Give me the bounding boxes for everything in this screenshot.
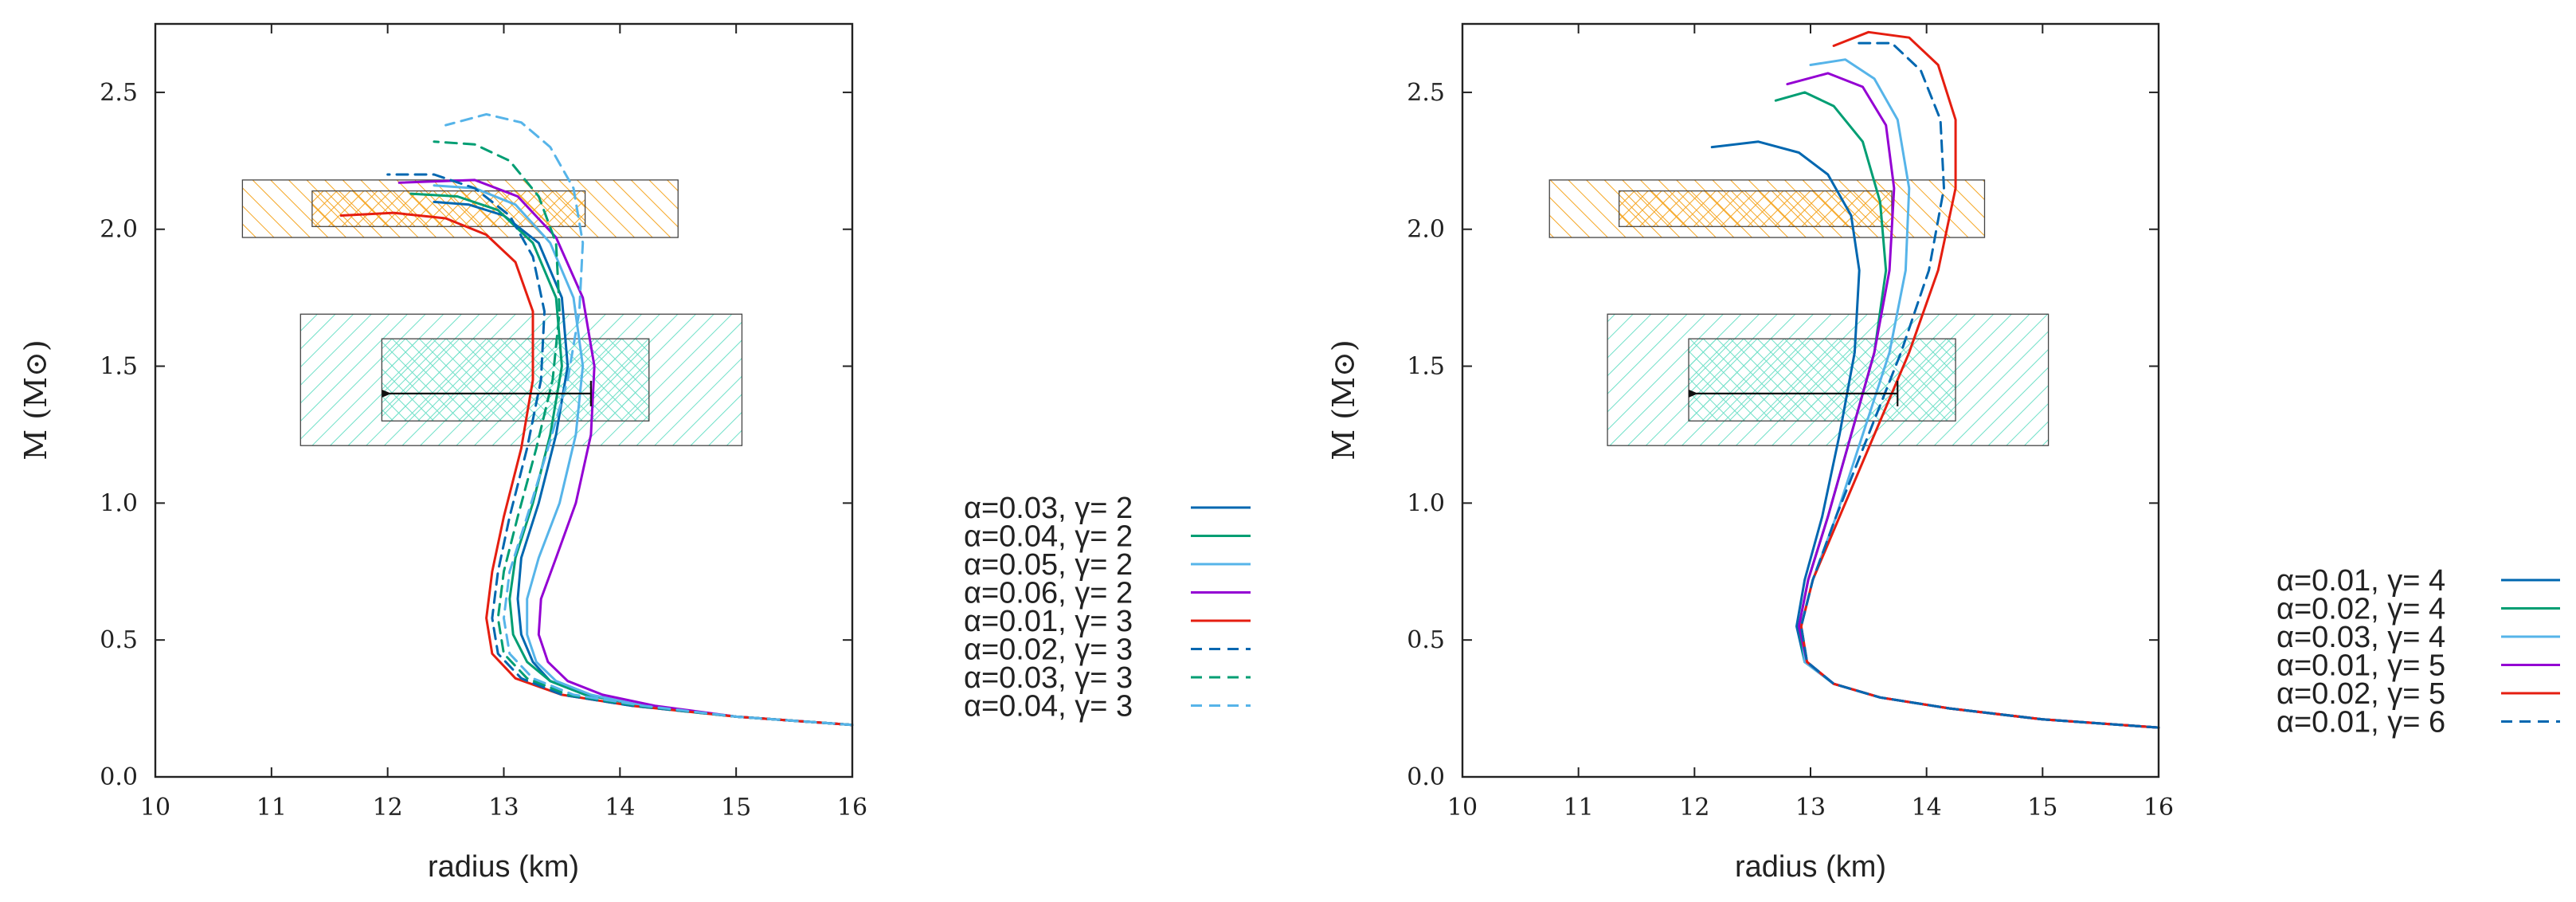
right-legend-label-6: α=0.01, γ= 6: [2277, 706, 2445, 739]
right-arrow: [1689, 380, 1899, 406]
right-x-tick-label: 15: [2027, 794, 2057, 822]
right-regions: [1548, 179, 2049, 446]
right-legend: α=0.01, γ= 4α=0.02, γ= 4α=0.03, γ= 4α=0.…: [2277, 564, 2560, 739]
right-y-tick-label: 0.0: [1407, 763, 1445, 791]
left-legend-label-5: α=0.01, γ= 3: [964, 605, 1133, 638]
left-y-tick-label: 2.0: [100, 216, 138, 244]
left-legend-label-8: α=0.04, γ= 3: [964, 690, 1133, 724]
left-panel: 10 11 12 13 14 15 16 0.0 0.5 1.0 1.5 2.0 2.5 radius…: [18, 22, 1251, 884]
right-y-tick-label: 1.0: [1407, 489, 1445, 517]
right-y-tick-label: 1.5: [1407, 353, 1445, 381]
right-y-tick-label: 0.5: [1407, 626, 1445, 654]
right-x-tick-label: 16: [2143, 794, 2174, 822]
left-series-line-8: [444, 112, 854, 727]
left-y-tick-label: 2.5: [100, 79, 138, 107]
left-series-line-5: [339, 211, 854, 727]
left-legend-label-4: α=0.06, γ= 2: [964, 577, 1133, 610]
left-legend-label-3: α=0.05, γ= 2: [964, 548, 1133, 582]
left-arrow: [382, 380, 592, 406]
right-x-ticks: 10 11 12 13 14 15 16: [1447, 24, 2174, 822]
right-y-axis-label: M (M⊙): [1326, 339, 1361, 460]
left-region-cyan-inner: [381, 338, 650, 422]
left-y-tick-label: 0.5: [100, 626, 138, 654]
right-x-tick-label: 13: [1795, 794, 1826, 822]
left-x-tick-label: 12: [373, 794, 403, 822]
left-series: [339, 112, 854, 727]
left-regions: [241, 179, 743, 446]
left-y-tick-label: 1.5: [100, 353, 138, 381]
right-x-tick-label: 14: [1912, 794, 1942, 822]
left-legend-label-6: α=0.02, γ= 3: [964, 633, 1133, 667]
right-legend-label-2: α=0.02, γ= 4: [2277, 593, 2445, 626]
left-y-tick-label: 0.0: [100, 763, 138, 791]
right-legend-label-4: α=0.01, γ= 5: [2277, 649, 2445, 683]
left-legend: α=0.03, γ= 2α=0.04, γ= 2α=0.05, γ= 2α=0.…: [964, 492, 1251, 724]
left-legend-label-7: α=0.03, γ= 3: [964, 661, 1133, 695]
right-y-tick-label: 2.5: [1407, 79, 1445, 107]
right-legend-label-5: α=0.02, γ= 5: [2277, 677, 2445, 711]
right-x-axis-label: radius (km): [1735, 850, 1886, 884]
right-region-cyan-inner: [1688, 338, 1956, 422]
right-legend-label-1: α=0.01, γ= 4: [2277, 564, 2445, 598]
right-y-tick-label: 2.0: [1407, 216, 1445, 244]
left-x-tick-label: 14: [605, 794, 635, 822]
left-x-axis-label: radius (km): [428, 850, 579, 884]
left-x-tick-label: 11: [256, 794, 287, 822]
left-x-tick-label: 13: [488, 794, 519, 822]
right-panel: 10 11 12 13 14 15 16 0.0 0.5 1.0 1.5 2.0 2.5 radius…: [1326, 22, 2560, 884]
left-x-tick-label: 15: [721, 794, 751, 822]
left-legend-label-2: α=0.04, γ= 2: [964, 520, 1133, 554]
left-series-line-2: [409, 192, 854, 727]
right-series-line-6: [1799, 41, 2160, 729]
left-x-tick-label: 10: [140, 794, 170, 822]
right-y-ticks: 0.0 0.5 1.0 1.5 2.0 2.5: [1407, 79, 2159, 791]
left-x-ticks: 10 11 12 13 14 15 16: [140, 24, 867, 822]
left-y-ticks: 0.0 0.5 1.0 1.5 2.0 2.5: [100, 79, 852, 791]
left-series-line-3: [433, 184, 854, 727]
left-legend-label-1: α=0.03, γ= 2: [964, 492, 1133, 525]
right-x-tick-label: 10: [1447, 794, 1478, 822]
right-x-tick-label: 11: [1564, 794, 1594, 822]
left-y-tick-label: 1.0: [100, 489, 138, 517]
right-series: [1710, 30, 2160, 729]
left-series-line-4: [397, 178, 854, 727]
left-y-axis-label: M (M⊙): [18, 339, 53, 460]
left-x-tick-label: 16: [837, 794, 867, 822]
left-series-line-6: [386, 173, 854, 727]
right-legend-label-3: α=0.03, γ= 4: [2277, 621, 2445, 654]
right-x-tick-label: 12: [1679, 794, 1709, 822]
